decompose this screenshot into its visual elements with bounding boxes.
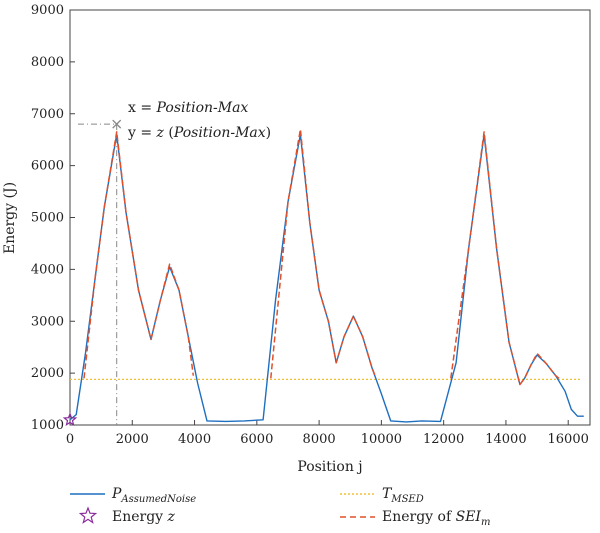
x-tick-label: 4000 <box>178 432 211 447</box>
legend-star-label: Energy z <box>112 509 176 525</box>
max-marker-stroke-b <box>112 119 122 129</box>
series-energy-sei-segment <box>83 131 195 379</box>
x-tick-label: 2000 <box>116 432 149 447</box>
series-energy-sei-segment <box>450 131 561 386</box>
y-tick-label: 5000 <box>31 211 64 226</box>
y-axis-title: Energy (J) <box>2 182 18 254</box>
y-tick-label: 2000 <box>31 366 64 381</box>
y-tick-label: 3000 <box>31 314 64 329</box>
legend-star-icon <box>78 506 98 524</box>
x-tick-label: 14000 <box>485 432 526 447</box>
y-axis-ticks: 1000 2000 3000 4000 5000 6000 7000 8000 9000 <box>31 3 75 433</box>
x-tick-label: 6000 <box>240 432 273 447</box>
legend: PAssumedNoise Energy z TMSED Energy of S… <box>70 486 490 528</box>
y-tick-label: 9000 <box>31 3 64 18</box>
annotation-line-2: y = z (Position-Max) <box>127 125 271 141</box>
x-axis-ticks: 0 2000 4000 6000 8000 10000 12000 14000 16000 <box>66 420 589 447</box>
star-marker <box>62 412 78 427</box>
x-axis-title: Position j <box>297 459 362 475</box>
y-tick-label: 1000 <box>31 418 64 433</box>
series-layer <box>69 128 584 423</box>
y-tick-label: 8000 <box>31 55 64 70</box>
plot-frame <box>69 9 591 426</box>
x-tick-label: 0 <box>66 432 74 447</box>
legend-threshold-label: TMSED <box>382 486 424 505</box>
markers <box>62 119 122 427</box>
legend-noise-label: PAssumedNoise <box>111 486 196 505</box>
x-tick-label: 10000 <box>361 432 402 447</box>
x-tick-label: 16000 <box>548 432 589 447</box>
annotation-line-1: x = Position-Max <box>128 100 248 116</box>
y-tick-label: 6000 <box>31 159 64 174</box>
legend-energy-label: Energy of SEIm <box>382 509 490 528</box>
x-tick-label: 8000 <box>303 432 336 447</box>
x-tick-label: 12000 <box>423 432 464 447</box>
series-energy-sei-segment <box>270 128 376 379</box>
y-tick-label: 7000 <box>31 107 64 122</box>
max-guides <box>78 123 118 425</box>
y-tick-label: 4000 <box>31 262 64 277</box>
